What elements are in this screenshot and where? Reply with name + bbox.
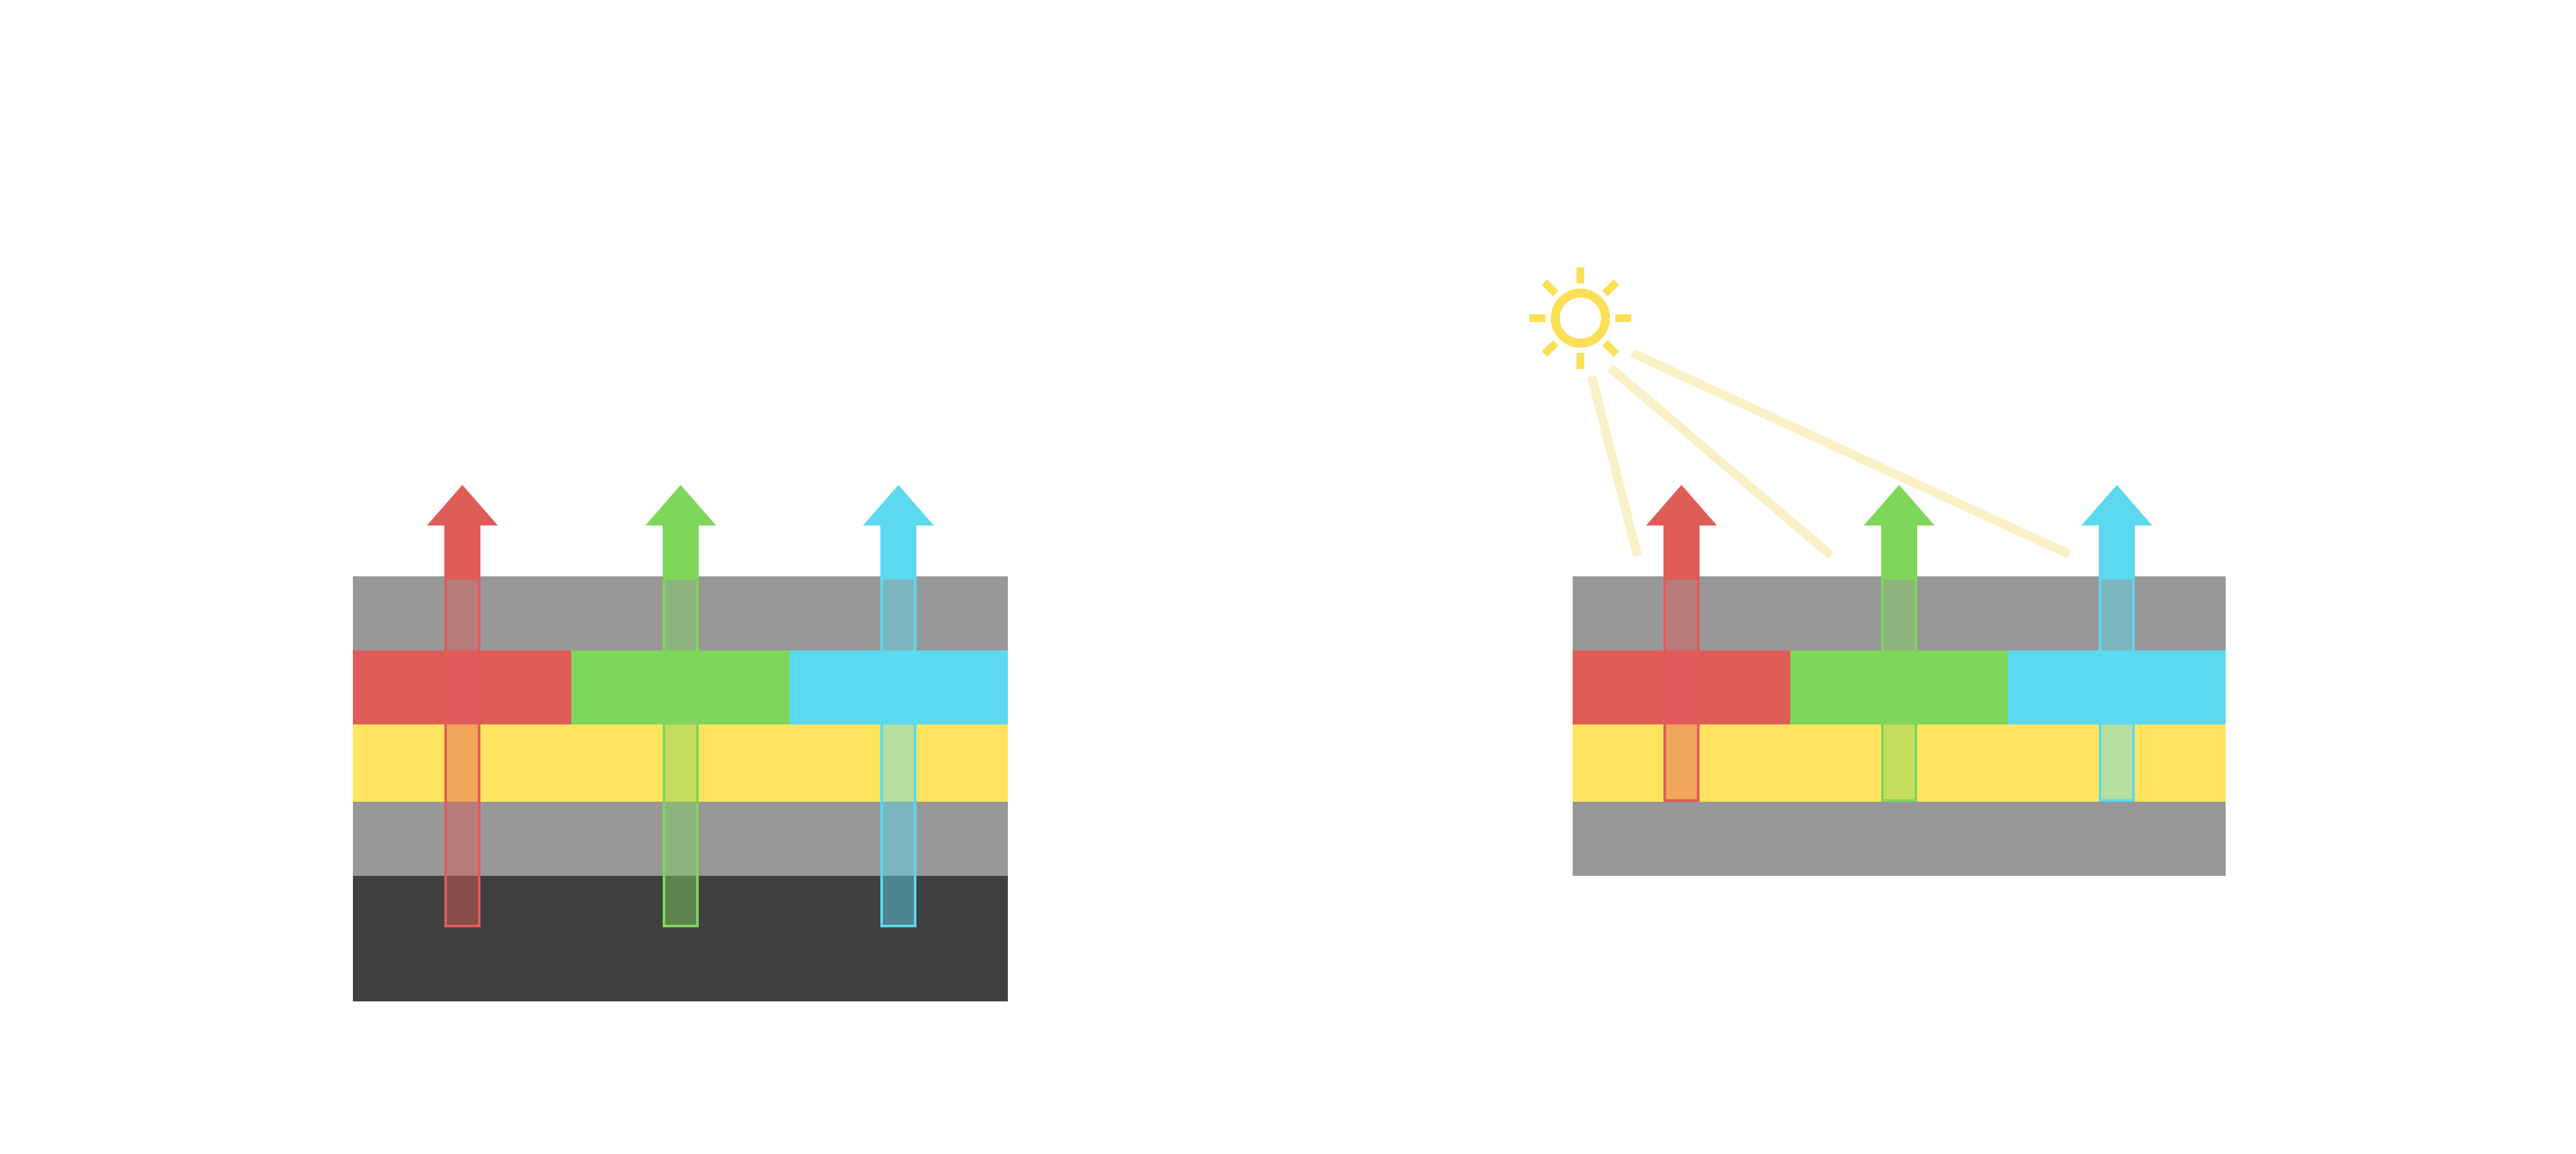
left-backlight-layer — [353, 876, 1008, 1001]
left-light-path-red — [444, 576, 480, 927]
right-sun-ray-7 — [1530, 314, 1546, 322]
right-rgb-subpixel-layer-green-segment — [1790, 650, 2008, 724]
left-bottom-electrode-layer — [353, 802, 1008, 876]
right-light-path-border-cyan — [2099, 576, 2135, 802]
right-reflective-layer — [1573, 724, 2226, 802]
right-sun-icon — [1530, 267, 1631, 369]
right-top-glass-layer — [1573, 576, 2226, 650]
right-emitted-light-arrow-red — [1646, 485, 1717, 580]
right-light-path-cyan — [2099, 576, 2135, 802]
right-sun-ray-3 — [1615, 314, 1631, 322]
right-rgb-subpixel-layer-cyan-segment — [2008, 650, 2226, 724]
right-light-path-border-green — [1881, 576, 1917, 802]
left-light-path-border-red — [444, 576, 480, 927]
right-sun-ray-6 — [1541, 339, 1559, 357]
right-sun-ray-1 — [1577, 267, 1584, 283]
right-light-path-red — [1663, 576, 1700, 802]
left-light-path-green — [663, 576, 699, 927]
right-sun-ray-4 — [1602, 339, 1620, 357]
left-emitted-light-arrow-cyan — [863, 485, 934, 580]
right-sunbeam-1 — [1587, 375, 1642, 557]
left-rgb-subpixel-layer-red-segment — [353, 650, 571, 724]
left-emitted-light-arrow-red — [427, 485, 498, 580]
left-light-path-border-green — [663, 576, 699, 927]
left-light-path-cyan — [880, 576, 916, 927]
right-sun-ray-8 — [1541, 279, 1559, 297]
right-sun-ring — [1551, 288, 1610, 348]
right-sun-ray-2 — [1602, 279, 1620, 297]
right-emitted-light-arrow-cyan — [2081, 485, 2152, 580]
left-light-guide-layer — [353, 724, 1008, 802]
right-rgb-subpixel-layer-red-segment — [1573, 650, 1790, 724]
left-emitted-light-arrow-green — [645, 485, 716, 580]
right-light-path-border-red — [1663, 576, 1700, 802]
right-sunbeam-3 — [1630, 348, 2072, 559]
left-top-glass-layer — [353, 576, 1008, 650]
left-rgb-subpixel-layer-cyan-segment — [790, 650, 1008, 724]
right-sunbeam-2 — [1607, 364, 1834, 559]
right-sun-ray-5 — [1577, 353, 1584, 369]
left-light-path-border-cyan — [880, 576, 916, 927]
right-bottom-substrate-layer — [1573, 802, 2226, 876]
left-rgb-subpixel-layer-green-segment — [571, 650, 790, 724]
right-light-path-green — [1881, 576, 1917, 802]
right-emitted-light-arrow-green — [1864, 485, 1935, 580]
